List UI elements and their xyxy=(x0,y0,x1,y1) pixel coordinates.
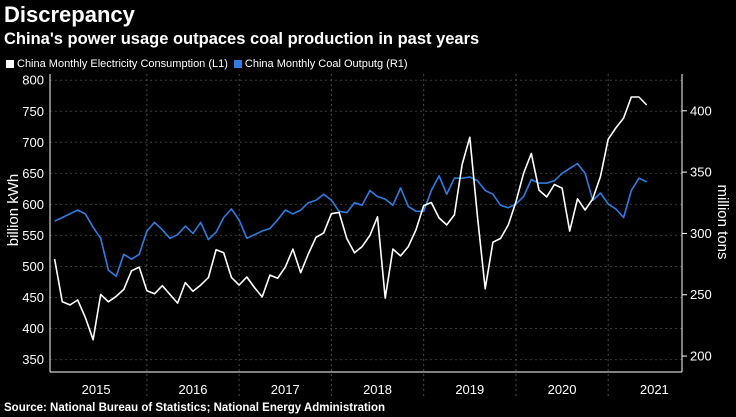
x-tick-label-2016: 2016 xyxy=(179,382,208,397)
x-tick-label-2018: 2018 xyxy=(363,382,392,397)
series-lines xyxy=(53,96,648,341)
tick-label-left-350: 350 xyxy=(22,352,44,367)
legend-item-electricity: China Monthly Electricity Consumption (L… xyxy=(6,58,228,70)
tick-label-left-800: 800 xyxy=(22,73,44,88)
chart-subtitle: China's power usage outpaces coal produc… xyxy=(4,30,480,48)
legend-label-coal: China Monthly Coal Outputg (R1) xyxy=(244,58,408,70)
grid-lines xyxy=(50,74,682,398)
legend-swatch-coal xyxy=(233,60,242,68)
x-tick-label-2015: 2015 xyxy=(82,382,111,397)
x-tick-label-2021: 2021 xyxy=(640,382,669,397)
tick-label-right-300: 300 xyxy=(690,226,712,241)
tick-label-right-200: 200 xyxy=(690,349,712,364)
tick-label-left-500: 500 xyxy=(22,259,44,274)
chart-title: Discrepancy xyxy=(4,2,135,27)
tick-label-left-400: 400 xyxy=(22,321,44,336)
source-note: Source: National Bureau of Statistics; N… xyxy=(4,402,386,414)
tick-label-right-350: 350 xyxy=(690,165,712,180)
y-axis-label-right: million tons xyxy=(714,184,731,259)
tick-label-left-750: 750 xyxy=(22,104,44,119)
series-line-coal xyxy=(54,162,648,278)
legend-swatch-electricity xyxy=(6,60,14,68)
line-chart: 350 400 450 500 550 600 650 700 750 800 200 250 300 3… xyxy=(5,73,731,398)
x-tick-label-2020: 2020 xyxy=(548,382,577,397)
legend-item-coal: China Monthly Coal Outputg (R1) xyxy=(233,58,408,70)
tick-label-left-550: 550 xyxy=(22,228,44,243)
legend: China Monthly Electricity Consumption (L… xyxy=(6,58,414,70)
tick-label-left-700: 700 xyxy=(22,135,44,150)
tick-label-right-250: 250 xyxy=(690,287,712,302)
x-tick-label-2019: 2019 xyxy=(455,382,484,397)
series-line-electricity xyxy=(53,96,648,341)
tick-label-left-450: 450 xyxy=(22,290,44,305)
tick-label-right-400: 400 xyxy=(690,103,712,118)
tick-label-left-600: 600 xyxy=(22,197,44,212)
y-axis-label-left: billion kWh xyxy=(5,174,22,247)
x-tick-label-2017: 2017 xyxy=(271,382,300,397)
axes: 350 400 450 500 550 600 650 700 750 800 200 250 300 3… xyxy=(22,73,711,397)
tick-label-left-650: 650 xyxy=(22,166,44,181)
legend-label-electricity: China Monthly Electricity Consumption (L… xyxy=(17,58,228,70)
